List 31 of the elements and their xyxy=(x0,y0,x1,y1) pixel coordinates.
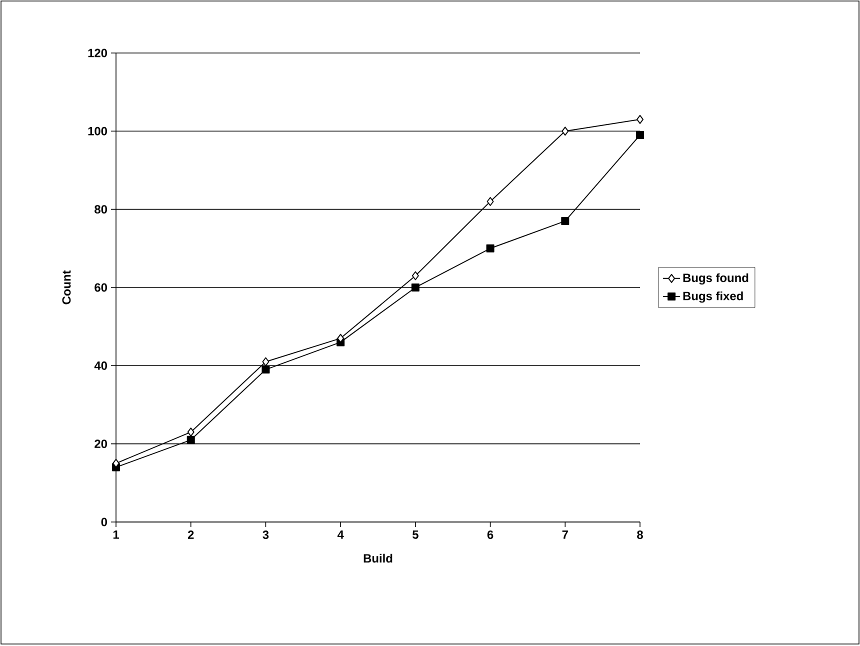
x-tick-label: 6 xyxy=(487,530,494,539)
y-tick-label: 120 xyxy=(88,48,107,58)
point xyxy=(262,357,270,366)
y-tick-label: 100 xyxy=(88,126,107,136)
legend-label: Bugs fixed xyxy=(683,291,743,303)
x-tick-label: 7 xyxy=(562,530,568,539)
point xyxy=(411,283,420,292)
x-tick-label: 2 xyxy=(188,530,194,539)
point xyxy=(412,271,419,280)
x-tick-label: 4 xyxy=(337,530,344,539)
point xyxy=(262,366,270,374)
point xyxy=(561,217,570,226)
point xyxy=(186,436,195,444)
x-tick-label: 3 xyxy=(262,530,269,539)
point xyxy=(562,126,569,136)
x-tick-label: 8 xyxy=(637,530,643,539)
x-axis-title: Build xyxy=(364,554,392,563)
y-tick-label: 40 xyxy=(94,361,107,370)
y-tick-label: 80 xyxy=(94,205,107,214)
legend-label: Bugs found xyxy=(683,273,748,285)
point xyxy=(636,131,644,140)
point xyxy=(486,244,494,252)
y-tick-label: 60 xyxy=(94,283,107,292)
x-tick-label: 5 xyxy=(412,530,418,539)
point xyxy=(486,197,494,206)
y-tick-label: 0 xyxy=(101,518,107,526)
y-axis-title: Count xyxy=(62,270,71,304)
x-tick-label: 1 xyxy=(113,530,119,539)
point xyxy=(636,114,644,124)
point xyxy=(187,428,194,437)
y-tick-label: 20 xyxy=(94,440,107,448)
